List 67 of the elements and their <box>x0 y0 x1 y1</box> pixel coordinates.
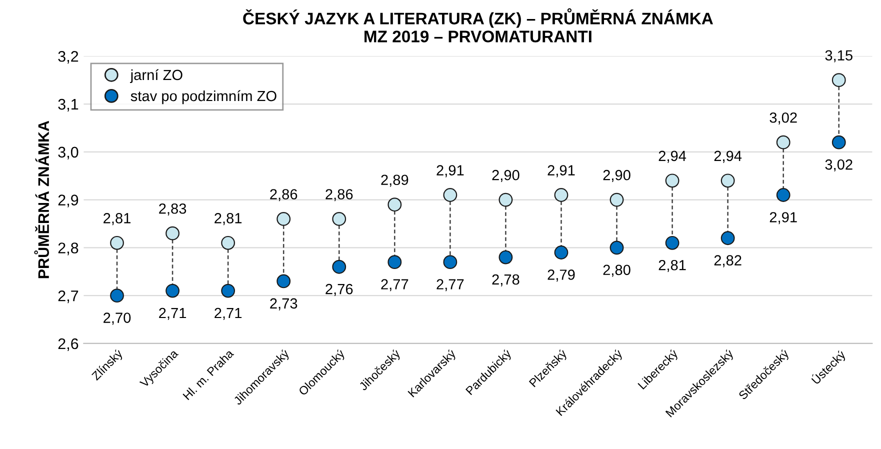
point <box>610 240 624 255</box>
point <box>776 188 790 202</box>
y-tick-label: 3,1 <box>58 98 78 112</box>
point <box>276 274 291 288</box>
data-label: 2,81 <box>104 213 130 226</box>
data-label: 3,02 <box>825 159 852 172</box>
data-label: 2,89 <box>381 174 408 187</box>
point <box>665 174 680 188</box>
point <box>832 73 846 88</box>
point <box>720 231 735 246</box>
y-tick-label: 2,6 <box>58 338 78 351</box>
data-label: 2,83 <box>159 203 186 216</box>
data-label: 2,94 <box>714 150 742 163</box>
data-label: 2,94 <box>658 150 686 163</box>
chart-title: ČESKÝ JAZYK A LITERATURA (ZK) – PRŮMĚRNÁ ZNÁMKA MZ 2019 – PRVOMATURANTI <box>243 8 713 42</box>
data-label: 2,80 <box>603 264 630 277</box>
point <box>388 255 402 270</box>
data-label: 2,90 <box>492 170 520 182</box>
data-label: 2,91 <box>548 165 575 178</box>
point <box>498 192 513 207</box>
data-label: 2,90 <box>603 170 630 182</box>
data-label: 2,71 <box>214 308 242 320</box>
point <box>276 212 291 226</box>
point <box>610 192 624 207</box>
point <box>110 236 124 250</box>
data-label: 2,91 <box>436 165 464 178</box>
point <box>554 246 568 260</box>
point <box>443 188 458 202</box>
point <box>443 255 458 270</box>
y-tick-label: 2,7 <box>58 290 78 304</box>
point <box>332 212 346 226</box>
data-label: 2,91 <box>770 212 797 224</box>
point <box>110 288 124 303</box>
data-label: 2,81 <box>658 260 686 272</box>
data-label: 2,79 <box>548 270 575 282</box>
point <box>388 198 402 212</box>
data-label: 2,77 <box>436 279 464 292</box>
data-label: 2,82 <box>714 255 742 268</box>
data-label: 2,81 <box>214 213 242 226</box>
point <box>221 236 236 250</box>
data-label: 2,73 <box>270 298 298 310</box>
data-label: 3,02 <box>770 112 797 125</box>
point <box>720 174 735 188</box>
data-label: 2,86 <box>270 189 298 202</box>
point <box>776 135 790 150</box>
y-tick-label: 2,9 <box>58 194 78 208</box>
legend-label: jarní ZO <box>130 69 182 84</box>
y-axis-title: PRŮMĚRNÁ ZNÁMKA <box>34 120 50 278</box>
point <box>832 135 846 150</box>
y-tick-label: 3,0 <box>58 146 78 160</box>
point <box>665 236 680 250</box>
data-label: 2,71 <box>159 308 186 320</box>
point <box>166 284 180 298</box>
data-label: 3,15 <box>825 50 852 62</box>
data-label: 2,77 <box>381 279 408 292</box>
data-label: 2,78 <box>492 274 520 286</box>
point <box>554 188 568 202</box>
y-tick-label: 3,2 <box>58 50 78 64</box>
legend-label: stav po podzimním ZO <box>130 90 276 104</box>
y-tick-label: 2,8 <box>58 242 78 256</box>
data-label: 2,76 <box>326 284 353 296</box>
point <box>498 250 513 264</box>
point <box>332 260 346 274</box>
data-label: 2,86 <box>326 189 353 202</box>
data-label: 2,70 <box>104 312 131 325</box>
point <box>166 226 180 240</box>
point <box>221 284 236 298</box>
